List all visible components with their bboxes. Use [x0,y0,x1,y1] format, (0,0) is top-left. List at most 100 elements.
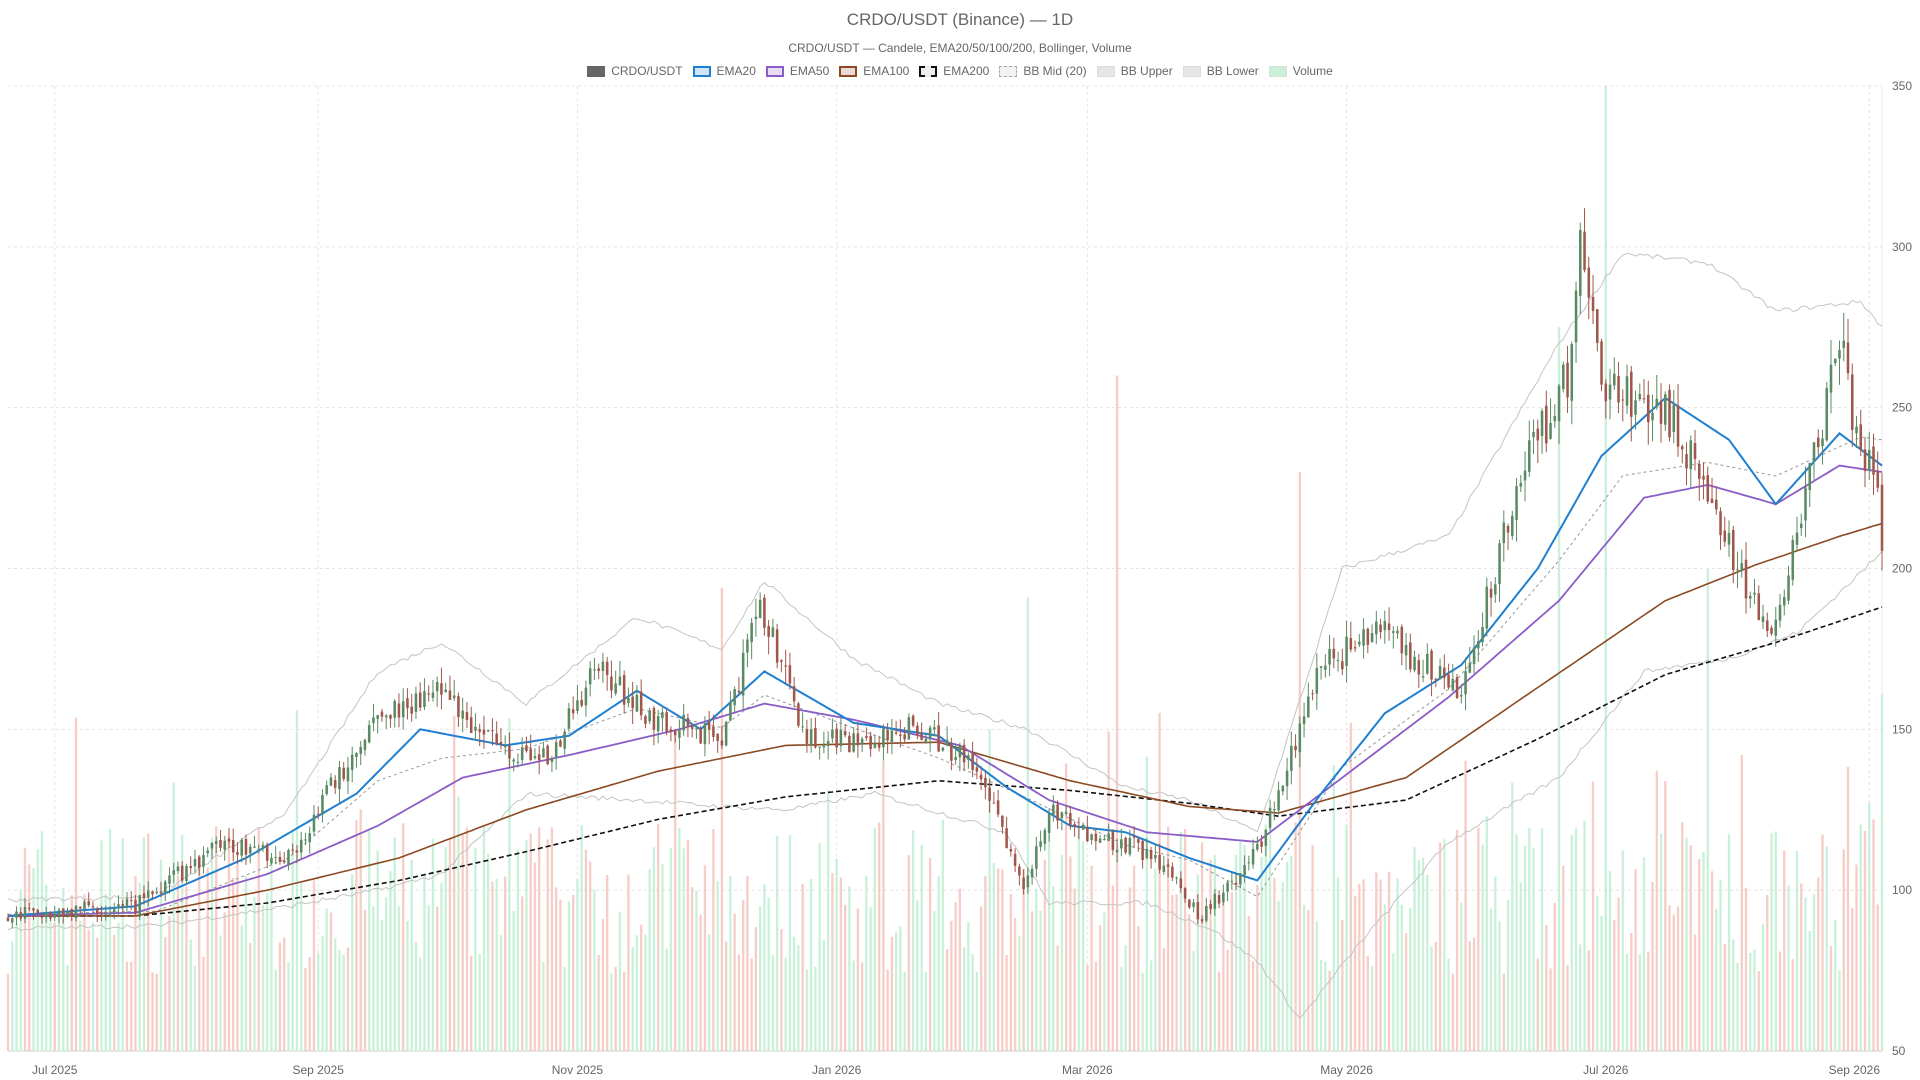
candle-body [172,870,175,875]
legend-swatch [587,65,606,77]
volume-bar [1421,857,1425,1051]
legend-item[interactable]: Volume [1268,64,1333,78]
volume-bar [1137,926,1140,1051]
volume-bar [856,908,860,1051]
volume-bar [1638,954,1641,1051]
candle-body [1043,830,1047,844]
volume-bar [1880,693,1884,1051]
volume-bar [1370,966,1374,1051]
candle-body [1757,593,1761,620]
volume-bar [1642,857,1646,1051]
volume-bar [1604,86,1607,1051]
candle-body [261,844,265,849]
candle-body [661,712,664,719]
volume-bar [1336,877,1340,1051]
volume-bar [1523,845,1527,1051]
candle-body [542,748,545,758]
y-tick-label: 50 [1892,1044,1906,1058]
candle-body [1392,631,1395,633]
candle-body [1438,666,1442,680]
volume-bar [746,875,749,1051]
volume-bar [1251,961,1255,1051]
candle-body [814,727,817,748]
volume-bar [1047,825,1051,1051]
candle-body [1166,864,1170,867]
candle-body [1192,902,1195,907]
candle-body [758,599,762,619]
candle-body [1570,344,1574,401]
volume-bar [1795,850,1799,1051]
candle-body [741,652,745,696]
volume-bar [1566,965,1569,1051]
volume-bar [1234,854,1238,1051]
legend-item[interactable]: BB Upper [1096,64,1173,78]
volume-bar [283,937,286,1051]
volume-bar [1634,869,1637,1051]
volume-bar [1409,908,1412,1051]
volume-bar [1281,882,1284,1051]
candle-body [435,681,439,692]
candle-body [189,866,192,868]
candle-body [610,676,613,691]
candle-body [1196,902,1200,920]
volume-bar [1536,958,1539,1051]
candle-body [644,716,647,724]
candle-body [1162,865,1166,872]
volume-bar [695,890,698,1051]
candle-body [1111,830,1115,851]
candle-body [1209,904,1212,909]
candle-body [1251,848,1255,865]
candle-body [584,687,588,706]
candle-body [1753,592,1756,595]
volume-bar [614,966,617,1051]
candle-body [299,839,303,853]
candle-body [40,914,44,918]
volume-bar [1196,874,1200,1051]
candle-body [1171,866,1174,878]
candle-body [1494,584,1497,595]
candle-body [350,754,354,771]
volume-bar [576,879,579,1051]
legend-item[interactable]: EMA200 [919,64,989,78]
legend-item[interactable]: EMA100 [839,64,909,78]
volume-bar [971,953,974,1051]
candle-body [486,730,490,732]
volume-bar [1472,937,1476,1051]
volume-bar [457,796,460,1051]
volume-bar [410,859,413,1051]
volume-bar [1328,970,1331,1051]
legend-item[interactable]: BB Lower [1182,64,1259,78]
candle-body [1455,677,1459,698]
legend-item[interactable]: BB Mid (20) [999,64,1087,78]
candle-body [1464,671,1467,695]
candle-body [1846,342,1850,374]
volume-bar [227,836,231,1051]
volume-bar [1812,894,1816,1051]
candle-body [954,757,957,760]
volume-bar [1842,849,1845,1051]
candle-body [1596,309,1599,344]
volume-bar [1838,970,1841,1051]
legend-item[interactable]: EMA20 [692,64,756,78]
candle-body [1651,412,1654,421]
candle-body [971,752,974,771]
candle-body [1672,404,1676,432]
candle-body [1205,906,1208,921]
volume-bar [1438,842,1442,1051]
candle-body [1723,530,1727,542]
volume-bar [852,960,855,1051]
volume-bar [1664,780,1667,1051]
legend-item[interactable]: CRDO/USDT [587,64,683,78]
volume-bar [164,937,167,1051]
volume-bar [1124,945,1127,1051]
volume-bar [1477,827,1480,1051]
volume-bar [1247,916,1251,1051]
volume-bar [975,971,979,1051]
candle-body [478,729,481,732]
candle-body [1362,629,1365,646]
candle-body [384,715,388,718]
legend-item[interactable]: EMA50 [765,64,829,78]
candle-body [984,777,987,788]
volume-bar [1111,885,1115,1051]
volume-bar [1379,879,1382,1051]
